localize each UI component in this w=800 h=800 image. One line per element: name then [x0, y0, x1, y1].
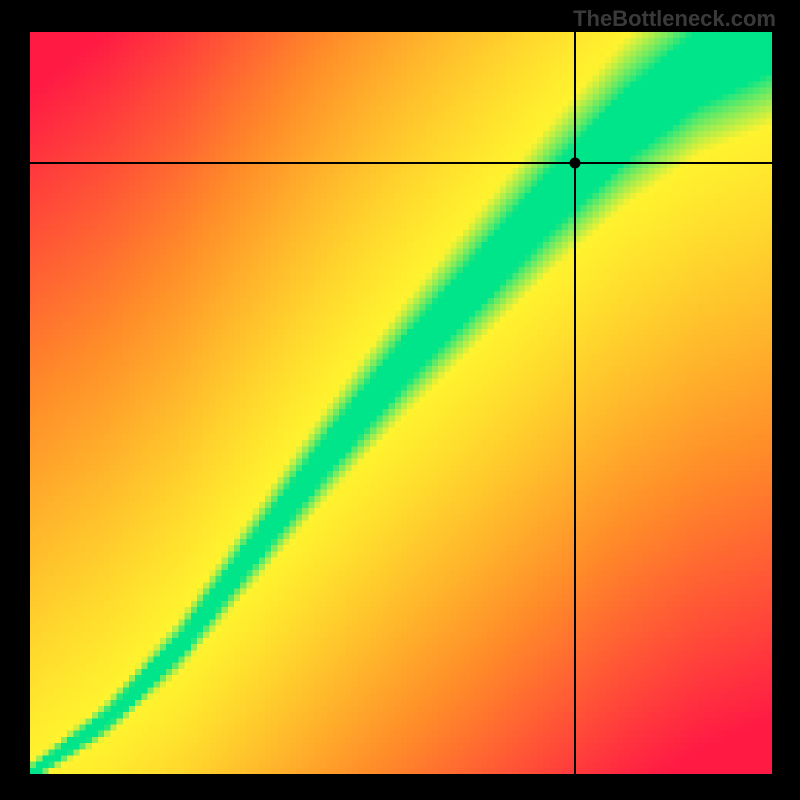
watermark-text: TheBottleneck.com: [573, 6, 776, 32]
bottleneck-heatmap: [30, 32, 772, 774]
chart-container: TheBottleneck.com: [0, 0, 800, 800]
